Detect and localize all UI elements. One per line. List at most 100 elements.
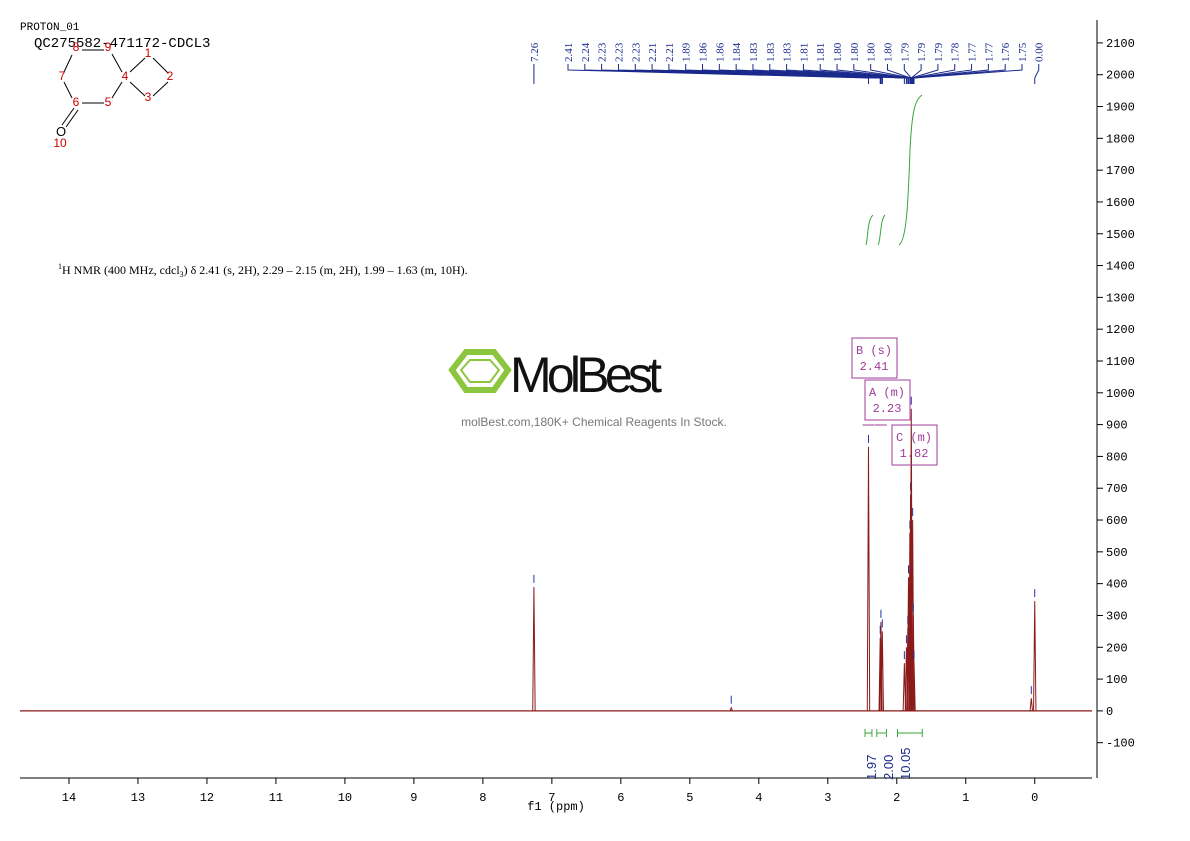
- x-tick-label: 7: [548, 791, 555, 805]
- molecule-bonds: [61, 49, 169, 128]
- y-tick-label: -100: [1106, 737, 1135, 751]
- x-tick-label: 8: [479, 791, 486, 805]
- peak-pick-label: 1.80: [866, 42, 878, 62]
- y-tick-label: 1600: [1106, 196, 1135, 210]
- peak-pick-label: 1.80: [849, 42, 861, 62]
- multiplet-name: A (m): [869, 386, 905, 400]
- atom-label: 8: [73, 40, 80, 54]
- peak-pick-label: 1.84: [731, 42, 743, 62]
- peak-pick-label: 1.80: [832, 42, 844, 62]
- peak-pick-line: [912, 64, 1006, 84]
- description-main: H NMR (400 MHz, cdcl: [62, 263, 180, 277]
- y-tick-label: 0: [1106, 705, 1113, 719]
- x-tick-label: 4: [755, 791, 762, 805]
- atom-label: 5: [105, 95, 112, 109]
- description-sup: 1: [58, 262, 62, 271]
- peak-pick-label: 2.23: [630, 42, 642, 62]
- peak: [912, 663, 916, 711]
- atom-label: 1: [145, 46, 152, 60]
- atom-label: 9: [105, 40, 112, 54]
- x-tick-label: 3: [824, 791, 831, 805]
- y-tick-label: 2100: [1106, 37, 1135, 51]
- peak-pick-label: 2.21: [647, 43, 659, 62]
- peak-pick-label: 2.23: [597, 42, 609, 62]
- peak-pick-label: 1.77: [967, 42, 979, 62]
- y-tick-label: 700: [1106, 482, 1128, 496]
- y-tick-label: 2000: [1106, 69, 1135, 83]
- peak-pick-label: 2.21: [664, 43, 676, 62]
- y-tick-label: 100: [1106, 673, 1128, 687]
- x-tick-label: 6: [617, 791, 624, 805]
- x-tick-label: 13: [131, 791, 145, 805]
- integral-label: 1.97: [864, 755, 879, 780]
- peak-pick-label: 1.80: [882, 42, 894, 62]
- y-tick-label: 1900: [1106, 101, 1135, 115]
- y-tick-label: 500: [1106, 546, 1128, 560]
- peak: [1029, 698, 1033, 711]
- watermark-tagline: molBest.com,180K+ Chemical Reagents In S…: [461, 415, 727, 429]
- y-tick-label: 1200: [1106, 323, 1135, 337]
- peak-pick-label: 1.81: [815, 43, 827, 62]
- peak-pick-line: [910, 64, 939, 84]
- chart-title: PROTON_01: [20, 22, 80, 34]
- peak-pick-label: 1.79: [916, 42, 928, 62]
- peak-pick-label: 7.26: [529, 42, 541, 62]
- y-tick-label: 1800: [1106, 132, 1135, 146]
- peak-pick-label: 2.23: [613, 42, 625, 62]
- x-tick-label: 5: [686, 791, 693, 805]
- y-tick-label: 1400: [1106, 260, 1135, 274]
- y-tick-label: 1300: [1106, 291, 1135, 305]
- integral-label: 2.00: [881, 755, 896, 780]
- multiplet-shift: 2.23: [873, 402, 902, 416]
- x-tick-label: 1: [962, 791, 969, 805]
- multiplet-shift: 1.82: [900, 447, 929, 461]
- peak-pick-label: 1.83: [782, 42, 794, 62]
- peak: [532, 586, 536, 711]
- peak-pick-line: [1034, 64, 1040, 84]
- watermark-brand: MolBest: [510, 347, 662, 403]
- atom-label: 3: [145, 90, 152, 104]
- atom-label: 4: [122, 69, 129, 83]
- peak: [880, 631, 884, 711]
- multiplet-shift: 2.41: [860, 360, 889, 374]
- x-tick-label: 9: [410, 791, 417, 805]
- y-tick-label: 1000: [1106, 387, 1135, 401]
- peak-pick-line: [913, 64, 1023, 84]
- peak-pick-line: [819, 64, 911, 84]
- description: 1H NMR (400 MHz, cdcl3) δ 2.41 (s, 2H), …: [58, 262, 468, 279]
- x-tick-label: 2: [893, 791, 900, 805]
- x-axis-label: f1 (ppm): [527, 800, 585, 814]
- oxygen-label: O: [56, 124, 66, 139]
- atom-label: 6: [73, 95, 80, 109]
- atom-label: 10: [53, 136, 67, 150]
- peak-pick-label: 1.83: [765, 42, 777, 62]
- peak-pick-label: 1.78: [950, 42, 962, 62]
- integral-label: 10.05: [898, 747, 913, 780]
- x-tick-label: 14: [62, 791, 76, 805]
- peak-pick-label: 1.81: [798, 43, 810, 62]
- peak-pick-label: 1.79: [933, 42, 945, 62]
- peak-pick-line: [912, 64, 989, 84]
- multiplet-name: B (s): [856, 344, 892, 358]
- multiplet-box: [851, 337, 898, 379]
- watermark-logo: [448, 349, 512, 393]
- x-tick-label: 10: [338, 791, 352, 805]
- peak: [1033, 601, 1037, 711]
- y-tick-label: 300: [1106, 609, 1128, 623]
- integral-curves: [865, 94, 923, 246]
- description-rest: ) δ 2.41 (s, 2H), 2.29 – 2.15 (m, 2H), 1…: [184, 263, 468, 277]
- peak-pick-label: 1.77: [983, 42, 995, 62]
- x-tick-label: 0: [1031, 791, 1038, 805]
- multiplet-name: C (m): [896, 431, 932, 445]
- y-tick-label: 800: [1106, 450, 1128, 464]
- y-tick-label: 400: [1106, 578, 1128, 592]
- peak-pick-label: 1.89: [681, 42, 693, 62]
- y-tick-label: 600: [1106, 514, 1128, 528]
- peak-pick-label: 1.83: [748, 42, 760, 62]
- y-tick-label: 200: [1106, 641, 1128, 655]
- peak-pick-label: 2.41: [563, 43, 575, 62]
- peak-pick-line: [786, 64, 910, 84]
- peak-pick-label: 1.86: [714, 42, 726, 62]
